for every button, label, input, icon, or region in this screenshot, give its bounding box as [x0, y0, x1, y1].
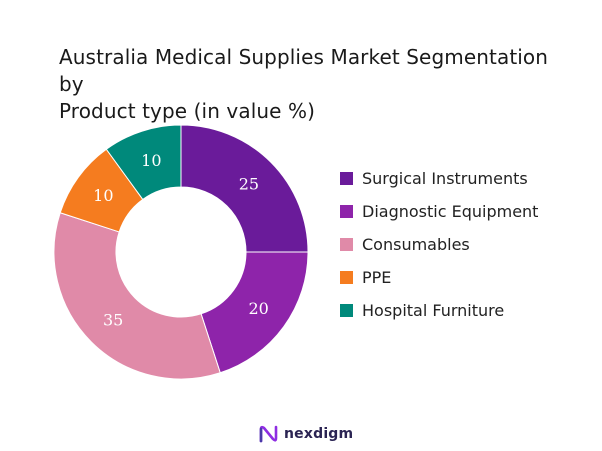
brand-footer: nexdigm — [258, 424, 353, 444]
chart-title-line-1: Australia Medical Supplies Market Segmen… — [59, 45, 549, 96]
legend-item-hospital-furniture: Hospital Furniture — [340, 294, 538, 327]
legend-item-surgical-instruments: Surgical Instruments — [340, 162, 538, 195]
slice-value-label: 10 — [93, 186, 113, 205]
legend-item-ppe: PPE — [340, 261, 538, 294]
slice-consumables — [53, 212, 221, 380]
slice-value-label: 20 — [248, 299, 268, 318]
chart-title: Australia Medical Supplies Market Segmen… — [59, 44, 579, 125]
brand-name: nexdigm — [284, 426, 354, 442]
slice-hospital-furniture — [105, 124, 182, 201]
legend-label: PPE — [362, 268, 392, 287]
legend-swatch — [340, 304, 353, 317]
legend-swatch — [340, 205, 353, 218]
nexdigm-logo-icon — [259, 425, 278, 443]
legend-label: Surgical Instruments — [362, 169, 528, 188]
legend-swatch — [340, 172, 353, 185]
legend-item-consumables: Consumables — [340, 228, 538, 261]
legend-label: Consumables — [362, 235, 470, 254]
chart-legend: Surgical Instruments Diagnostic Equipment… — [340, 162, 538, 327]
legend-label: Hospital Furniture — [362, 301, 505, 320]
slice-surgical-instruments — [180, 124, 309, 253]
legend-swatch — [340, 271, 353, 284]
slice-value-label: 10 — [141, 151, 161, 170]
legend-swatch — [340, 238, 353, 251]
legend-label: Diagnostic Equipment — [362, 202, 539, 221]
slice-value-label: 35 — [103, 310, 123, 329]
chart-title-line-2: Product type (in value %) — [59, 99, 316, 123]
legend-item-diagnostic-equipment: Diagnostic Equipment — [340, 195, 538, 228]
slice-value-label: 25 — [239, 175, 259, 194]
